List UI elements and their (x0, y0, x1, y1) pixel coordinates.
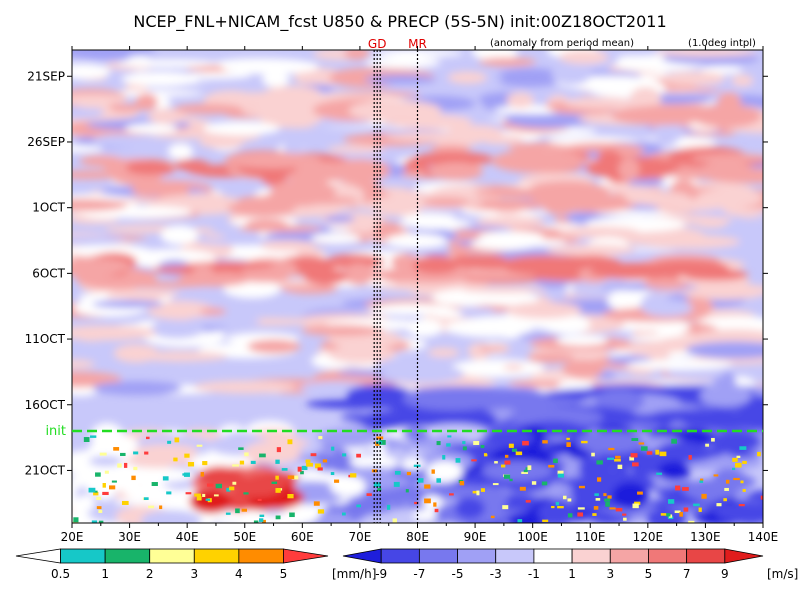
u850-colorbar-label: -9 (375, 567, 387, 581)
chart-title: NCEP_FNL+NICAM_fcst U850 & PRECP (5S-5N)… (133, 12, 666, 32)
precip-colorbar-label: 3 (190, 567, 198, 581)
u850-colorbar-label: 1 (568, 567, 576, 581)
u850-colorbar-swatch (571, 548, 611, 564)
resolution-note: (1.0deg intpl) (688, 38, 756, 49)
u850-colorbar-label: -7 (413, 567, 425, 581)
x-tick-label: 90E (464, 530, 487, 544)
x-tick-label: 110E (575, 530, 606, 544)
x-tick-label: 80E (406, 530, 429, 544)
x-tick-label: 50E (233, 530, 256, 544)
u850-colorbar-end-left (342, 548, 382, 564)
u850-colorbar-swatch (495, 548, 535, 564)
x-tick-label: 30E (118, 530, 141, 544)
precip-colorbar-swatch (104, 548, 151, 564)
chart-subtitle: (anomaly from period mean) (490, 38, 634, 49)
y-tick-label: 11OCT (25, 332, 66, 346)
u850-colorbar-label: -3 (490, 567, 502, 581)
reference-label-mr: MR (408, 37, 427, 51)
x-tick-label: 130E (690, 530, 721, 544)
precip-colorbar-label: 5 (280, 567, 288, 581)
precip-colorbar-swatch (149, 548, 195, 564)
u850-colorbar-swatch (533, 548, 573, 564)
precip-colorbar-swatch (60, 548, 106, 564)
x-tick-label: 70E (348, 530, 371, 544)
x-tick-label: 40E (176, 530, 199, 544)
u850-colorbar-label: -5 (452, 567, 464, 581)
x-tick-label: 100E (517, 530, 548, 544)
x-tick-label: 60E (291, 530, 314, 544)
u850-colorbar-label: -1 (528, 567, 540, 581)
precip-colorbar-label: 4 (235, 567, 243, 581)
x-tick-label: 20E (61, 530, 84, 544)
x-tick-label: 120E (633, 530, 664, 544)
init-label: init (45, 424, 66, 439)
y-tick-label: 21SEP (27, 69, 65, 83)
u850-colorbar-swatch (380, 548, 420, 564)
y-tick-label: 1OCT (32, 201, 65, 215)
precip-colorbar-end-left (15, 548, 61, 564)
reference-label-gd: GD (368, 37, 387, 51)
u850-colorbar-label: 9 (721, 567, 729, 581)
u850-colorbar-swatch (609, 548, 649, 564)
precip-colorbar-unit: [mm/h] (332, 567, 376, 581)
precip-colorbar-swatch (238, 548, 284, 564)
u850-colorbar-swatch (418, 548, 458, 564)
u850-colorbar-label: 3 (606, 567, 614, 581)
y-tick-label: 21OCT (25, 463, 66, 477)
precip-colorbar-label: 0.5 (51, 567, 70, 581)
precip-colorbar-swatch (193, 548, 240, 564)
u850-colorbar-swatch (457, 548, 497, 564)
u850-colorbar-unit: [m/s] (767, 567, 798, 581)
heatmap-plot (72, 50, 763, 523)
y-tick-label: 6OCT (32, 266, 65, 280)
u850-colorbar-swatch (686, 548, 726, 564)
u850-colorbar-label: 5 (645, 567, 653, 581)
u850-colorbar-swatch (648, 548, 688, 564)
y-tick-label: 16OCT (25, 398, 66, 412)
y-tick-label: 26SEP (27, 135, 65, 149)
x-tick-label: 140E (748, 530, 779, 544)
precip-colorbar-end-right (283, 548, 329, 564)
u850-colorbar-label: 7 (683, 567, 691, 581)
precip-colorbar-label: 1 (101, 567, 109, 581)
u850-colorbar-end-right (724, 548, 764, 564)
precip-colorbar-label: 2 (146, 567, 154, 581)
